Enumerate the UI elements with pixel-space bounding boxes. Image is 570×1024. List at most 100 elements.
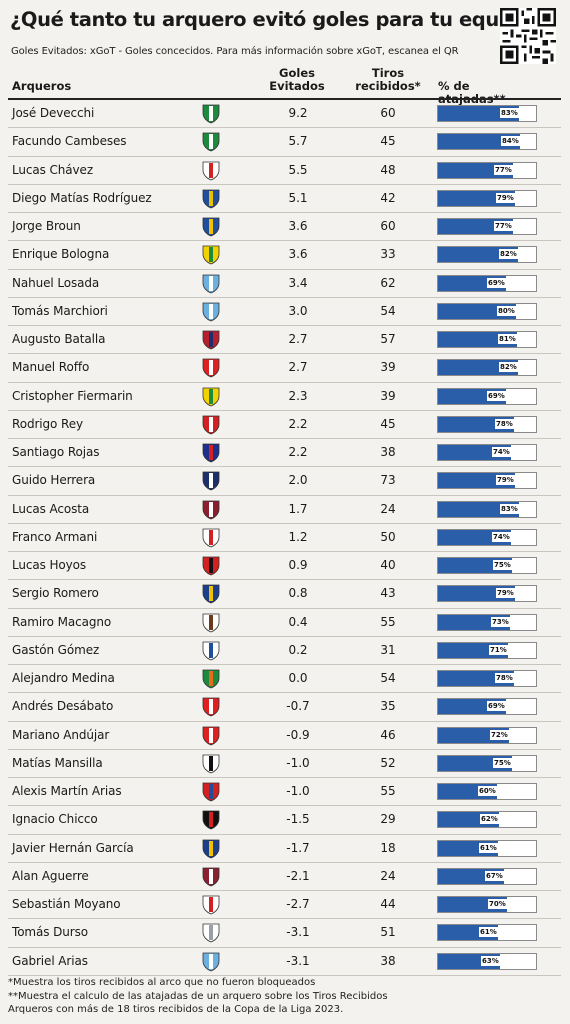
goals-prevented-value: 2.7 bbox=[288, 332, 308, 346]
goalkeeper-name: José Devecchi bbox=[12, 106, 95, 120]
shots-received-value: 39 bbox=[380, 388, 396, 403]
goalkeeper-name: Gabriel Arias bbox=[12, 953, 88, 968]
goals-prevented-value: -1.0 bbox=[286, 755, 310, 770]
goalkeeper-name: Gastón Gómez bbox=[12, 642, 100, 657]
column-header-tiros-recibidos: Tiros recibidos* bbox=[355, 66, 421, 93]
goals-prevented-value: 2.7 bbox=[288, 360, 308, 375]
save-pct-bar-track: 61% bbox=[437, 839, 537, 857]
racing-crest-icon bbox=[202, 952, 220, 971]
goalkeeper-name: Lucas Chávez bbox=[12, 162, 94, 177]
goalkeeper-name: Mariano Andújar bbox=[12, 727, 110, 742]
platense-crest-icon bbox=[202, 613, 220, 632]
goalkeeper-name: Alejandro Medina bbox=[12, 671, 115, 685]
table-row: Ramiro Macagno 0.4 55 73% bbox=[8, 609, 561, 637]
shots-received-value: 55 bbox=[380, 614, 396, 629]
goals-prevented-value: 5.7 bbox=[288, 134, 308, 149]
shots-received-value: 31 bbox=[380, 642, 396, 657]
save-pct-bar-track: 83% bbox=[437, 500, 537, 518]
save-pct-bar-track: 81% bbox=[437, 331, 537, 348]
defensa-crest-icon bbox=[202, 245, 220, 265]
save-pct-label: 63% bbox=[481, 955, 500, 966]
goalkeeper-name: Jorge Broun bbox=[12, 219, 81, 233]
save-pct-bar-track: 79% bbox=[437, 472, 537, 490]
shots-received-value: 38 bbox=[380, 953, 396, 968]
goalkeeper-name: Diego Matías Rodríguez bbox=[12, 190, 152, 205]
table-row: Alejandro Medina 0.0 54 78% bbox=[8, 665, 561, 694]
goalkeeper-table: José Devecchi 9.2 60 83% Facundo Cambeses 5.7… bbox=[8, 100, 561, 976]
table-row: Lucas Chávez 5.5 48 77% bbox=[8, 157, 561, 185]
goals-prevented-value: 2.3 bbox=[288, 388, 308, 403]
save-pct-label: 70% bbox=[488, 899, 507, 909]
goalkeeper-name: Lucas Acosta bbox=[12, 501, 90, 516]
goals-prevented-value: -0.7 bbox=[286, 699, 310, 714]
godoy-cruz-crest-icon bbox=[202, 189, 220, 209]
table-row: Lucas Hoyos 0.9 40 75% bbox=[8, 552, 561, 581]
save-pct-label: 77% bbox=[494, 164, 513, 175]
save-pct-label: 81% bbox=[498, 334, 517, 344]
goals-prevented-value: -3.1 bbox=[286, 953, 310, 968]
goalkeeper-name: Franco Armani bbox=[12, 529, 98, 544]
save-pct-bar-track: 60% bbox=[437, 783, 537, 800]
save-pct-bar bbox=[438, 586, 515, 602]
table-row: Gastón Gómez 0.2 31 71% bbox=[8, 637, 561, 665]
header-divider bbox=[8, 98, 561, 100]
save-pct-bar bbox=[438, 134, 520, 150]
goalkeeper-name: Guido Herrera bbox=[12, 473, 96, 488]
goals-prevented-value: 0.0 bbox=[288, 671, 308, 685]
talleres-crest-icon bbox=[202, 471, 220, 491]
shots-received-value: 35 bbox=[380, 699, 396, 714]
save-pct-label: 69% bbox=[487, 701, 506, 712]
save-pct-label: 79% bbox=[496, 475, 515, 486]
shots-received-value: 50 bbox=[380, 529, 396, 544]
save-pct-bar-track: 75% bbox=[437, 557, 537, 574]
table-row: Alan Aguerre -2.1 24 67% bbox=[8, 863, 561, 891]
goalkeeper-name: Tomás Durso bbox=[12, 925, 89, 940]
goalkeeper-name: Sergio Romero bbox=[12, 586, 99, 601]
footnotes: *Muestra los tiros recibidos al arco que… bbox=[8, 976, 388, 1017]
independiente-crest-icon bbox=[202, 415, 220, 435]
save-pct-bar-track: 74% bbox=[437, 528, 537, 546]
goals-prevented-value: 3.6 bbox=[288, 247, 308, 262]
goalkeeper-name: Augusto Batalla bbox=[12, 332, 106, 346]
shots-received-value: 40 bbox=[380, 558, 396, 572]
shots-received-value: 45 bbox=[380, 416, 396, 431]
shots-received-value: 52 bbox=[380, 755, 396, 770]
shots-received-value: 24 bbox=[380, 501, 396, 516]
goals-prevented-value: 0.8 bbox=[288, 586, 308, 601]
table-row: Franco Armani 1.2 50 74% bbox=[8, 524, 561, 552]
save-pct-bar-track: 79% bbox=[437, 189, 537, 207]
goalkeeper-name: Alexis Martín Arias bbox=[12, 784, 122, 798]
river-plate-crest-icon bbox=[202, 528, 220, 548]
goalkeeper-name: Rodrigo Rey bbox=[12, 416, 83, 431]
save-pct-label: 61% bbox=[479, 842, 498, 853]
shots-received-value: 46 bbox=[380, 727, 396, 742]
save-pct-bar-track: 69% bbox=[437, 698, 537, 716]
qr-code-icon[interactable] bbox=[500, 8, 556, 64]
table-row: Jorge Broun 3.6 60 77% bbox=[8, 213, 561, 242]
goalkeeper-name: Andrés Desábato bbox=[12, 699, 114, 714]
rosario-central-crest-icon bbox=[202, 217, 220, 237]
save-pct-bar bbox=[438, 247, 518, 263]
save-pct-bar-track: 83% bbox=[437, 105, 537, 122]
goals-prevented-value: -1.7 bbox=[286, 840, 310, 855]
table-row: Mariano Andújar -0.9 46 72% bbox=[8, 722, 561, 750]
save-pct-label: 84% bbox=[501, 136, 520, 147]
colon-crest-icon bbox=[202, 810, 220, 830]
table-row: Santiago Rojas 2.2 38 74% bbox=[8, 439, 561, 468]
barracas-crest-icon bbox=[202, 923, 220, 943]
save-pct-label: 61% bbox=[479, 927, 498, 938]
goalkeeper-name: Alan Aguerre bbox=[12, 868, 89, 883]
shots-received-value: 44 bbox=[380, 897, 396, 911]
save-pct-label: 78% bbox=[495, 673, 514, 683]
table-row: Sebastián Moyano -2.7 44 70% bbox=[8, 891, 561, 920]
goalkeeper-name: Javier Hernán García bbox=[12, 840, 134, 855]
estudiantes-crest-icon bbox=[202, 726, 220, 745]
instituto-crest-icon bbox=[202, 358, 220, 378]
goalkeeper-name: Tomás Marchiori bbox=[12, 303, 108, 318]
table-row: Javier Hernán García -1.7 18 61% bbox=[8, 835, 561, 863]
table-row: Andrés Desábato -0.7 35 69% bbox=[8, 693, 561, 722]
san-lorenzo-crest-icon bbox=[202, 330, 220, 350]
save-pct-label: 67% bbox=[485, 870, 504, 881]
save-pct-bar-track: 78% bbox=[437, 415, 537, 433]
belgrano-crest-icon bbox=[202, 274, 220, 293]
